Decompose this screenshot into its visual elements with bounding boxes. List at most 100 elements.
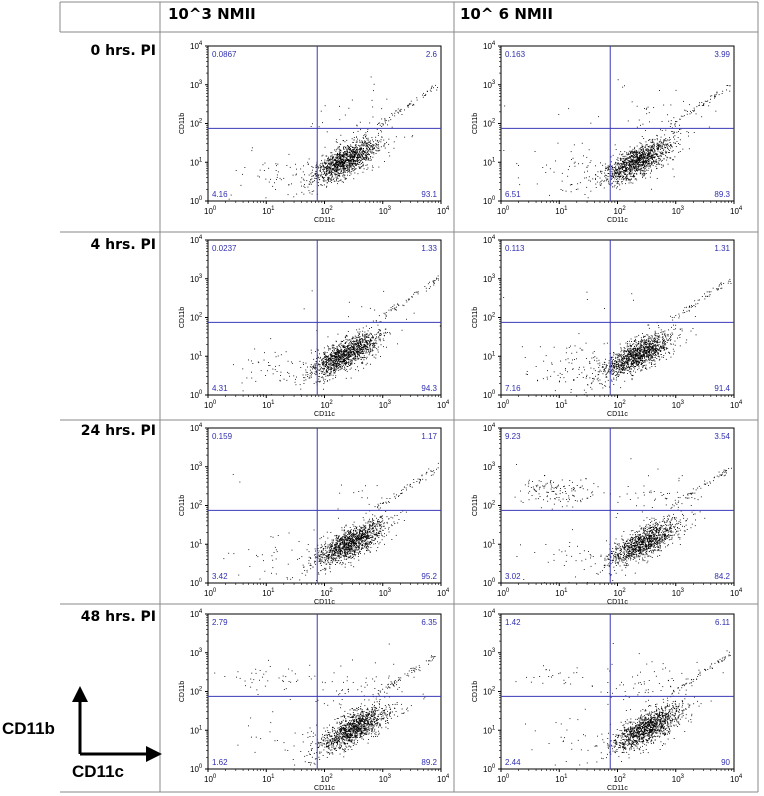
y-tick-label: 103 [483, 462, 496, 472]
x-tick-label: 104 [437, 774, 450, 784]
x-tick-label: 101 [262, 588, 275, 598]
x-tick-label: 104 [730, 774, 743, 784]
quadrant-lower-left: 2.44 [505, 758, 521, 767]
legend-y-label: CD11b [2, 719, 55, 738]
x-tick-label: 100 [497, 588, 510, 598]
y-tick-label: 104 [483, 423, 496, 433]
x-tick-label: 102 [614, 588, 627, 598]
y-tick-label: 101 [190, 157, 203, 167]
y-axis-label: CD11b [179, 681, 186, 702]
y-tick-label: 103 [190, 648, 203, 658]
plot-frame [500, 613, 735, 770]
quadrant-lower-right: 91.4 [714, 384, 730, 393]
x-tick-label: 101 [555, 400, 568, 410]
x-tick-label: 102 [614, 206, 627, 216]
plot-frame [207, 239, 442, 396]
scatter-points [223, 462, 439, 581]
axis-legend: CD11b CD11c [0, 680, 170, 790]
quadrant-lower-left: 6.51 [505, 190, 521, 199]
y-tick-label: 103 [190, 274, 203, 284]
x-tick-label: 104 [437, 588, 450, 598]
row-label-48h: 48 hrs. PI [80, 609, 156, 625]
y-axis-label: CD11b [179, 495, 186, 516]
y-tick-label: 100 [190, 764, 203, 774]
y-tick-label: 104 [483, 609, 496, 619]
x-tick-label: 102 [321, 588, 334, 598]
flow-plot-3-1: 100 100 101 101 102 102 103 103 104 104 CD11c CD11b… [463, 606, 763, 796]
y-tick-label: 102 [190, 687, 203, 697]
quadrant-lower-right: 90 [721, 758, 730, 767]
x-tick-label: 100 [497, 774, 510, 784]
quadrant-lower-right: 89.3 [714, 190, 730, 199]
y-tick-label: 100 [483, 196, 496, 206]
y-tick-label: 101 [483, 725, 496, 735]
x-axis-label: CD11c [314, 599, 335, 606]
x-tick-label: 103 [379, 206, 392, 216]
y-tick-label: 100 [190, 390, 203, 400]
plot-frame [207, 427, 442, 584]
y-tick-label: 104 [190, 609, 203, 619]
y-tick-label: 104 [190, 423, 203, 433]
plot-frame [500, 427, 735, 584]
quadrant-upper-right: 1.33 [421, 244, 437, 253]
scatter-points [233, 275, 441, 396]
quadrant-upper-left: 0.113 [505, 244, 525, 253]
x-axis-label: CD11c [607, 599, 628, 606]
x-axis-label: CD11c [607, 785, 628, 792]
x-tick-label: 101 [555, 206, 568, 216]
column-header-high-dose: 10^ 6 NMII [460, 5, 553, 23]
y-tick-label: 102 [483, 501, 496, 511]
x-axis-label: CD11c [314, 217, 335, 224]
plot-frame [500, 45, 735, 202]
y-tick-label: 100 [190, 578, 203, 588]
y-tick-label: 103 [190, 80, 203, 90]
y-tick-label: 101 [483, 539, 496, 549]
flow-plot-1-1: 100 100 101 101 102 102 103 103 104 104 CD11c CD11b… [463, 232, 763, 422]
y-axis-label: CD11b [472, 495, 479, 516]
x-tick-label: 103 [672, 400, 685, 410]
scatter-points [503, 278, 732, 396]
x-tick-label: 100 [204, 774, 217, 784]
plot-frame [207, 45, 442, 202]
quadrant-upper-right: 6.35 [421, 618, 437, 627]
y-tick-label: 101 [483, 157, 496, 167]
x-tick-label: 102 [614, 400, 627, 410]
x-tick-label: 101 [262, 206, 275, 216]
row-label-4h: 4 hrs. PI [90, 237, 156, 253]
x-axis-label: CD11c [607, 411, 628, 418]
quadrant-lower-left: 7.16 [505, 384, 521, 393]
quadrant-lower-left: 1.62 [212, 758, 228, 767]
y-axis-label: CD11b [472, 681, 479, 702]
x-tick-label: 103 [379, 400, 392, 410]
x-tick-label: 104 [730, 206, 743, 216]
quadrant-upper-right: 3.99 [714, 50, 730, 59]
scatter-points [503, 79, 731, 202]
y-tick-label: 104 [483, 41, 496, 51]
x-tick-label: 104 [730, 400, 743, 410]
plot-frame [207, 613, 442, 770]
x-tick-label: 100 [497, 400, 510, 410]
quadrant-lower-right: 93.1 [421, 190, 437, 199]
plot-frame [500, 239, 735, 396]
x-tick-label: 100 [204, 400, 217, 410]
quadrant-lower-right: 94.3 [421, 384, 437, 393]
y-axis-label: CD11b [472, 113, 479, 134]
x-tick-label: 101 [262, 400, 275, 410]
y-tick-label: 104 [190, 41, 203, 51]
y-tick-label: 102 [190, 119, 203, 129]
quadrant-upper-left: 0.0237 [212, 244, 237, 253]
x-tick-label: 101 [262, 774, 275, 784]
y-tick-label: 100 [483, 578, 496, 588]
x-tick-label: 100 [204, 588, 217, 598]
quadrant-lower-right: 95.2 [421, 572, 437, 581]
quadrant-lower-left: 4.16 [212, 190, 228, 199]
x-tick-label: 104 [437, 206, 450, 216]
y-tick-label: 102 [190, 501, 203, 511]
row-label-0h: 0 hrs. PI [90, 43, 156, 59]
quadrant-upper-right: 1.17 [421, 432, 437, 441]
column-header-low-dose: 10^3 NMII [168, 5, 256, 23]
quadrant-upper-right: 3.54 [714, 432, 730, 441]
x-tick-label: 102 [321, 206, 334, 216]
y-tick-label: 102 [483, 313, 496, 323]
y-tick-label: 100 [190, 196, 203, 206]
